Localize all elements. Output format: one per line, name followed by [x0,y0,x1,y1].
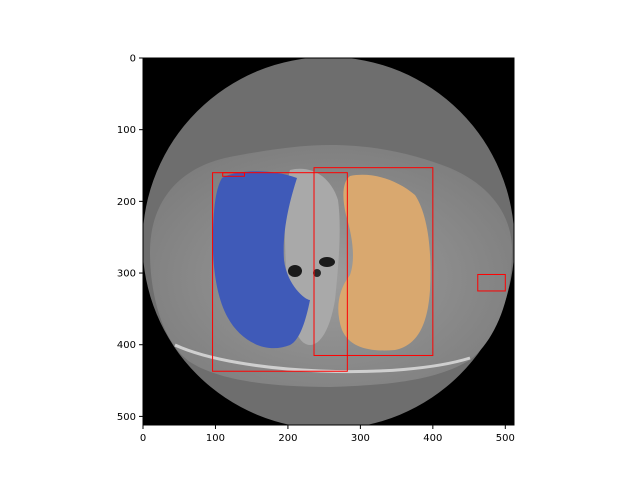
bounding-box [222,172,245,177]
trachea [288,265,302,277]
x-tick-label: 0 [140,433,146,444]
x-tick-label: 500 [496,433,515,444]
y-tick-label: 500 [117,412,136,423]
ct-image [143,58,514,425]
y-tick-label: 400 [117,340,136,351]
bounding-box [212,172,348,372]
x-tick-label: 200 [278,433,297,444]
x-tick-label: 300 [351,433,370,444]
bounding-box [313,167,434,356]
esophagus [319,257,335,267]
y-tick-label: 200 [117,197,136,208]
x-tick-label: 400 [423,433,442,444]
y-axis: 0 100 200 300 400 500 [117,54,143,423]
left-lung-mask [338,174,431,351]
x-tick-label: 100 [206,433,225,444]
right-lung-mask [212,171,310,349]
y-tick-label: 100 [117,125,136,136]
airway-small [313,269,321,277]
y-tick-label: 0 [130,54,136,65]
y-tick-label: 300 [117,269,136,280]
bounding-box [477,273,506,292]
bounding-boxes [212,167,506,372]
axes-frame [142,57,515,426]
x-axis: 0 100 200 300 400 500 [140,425,515,444]
